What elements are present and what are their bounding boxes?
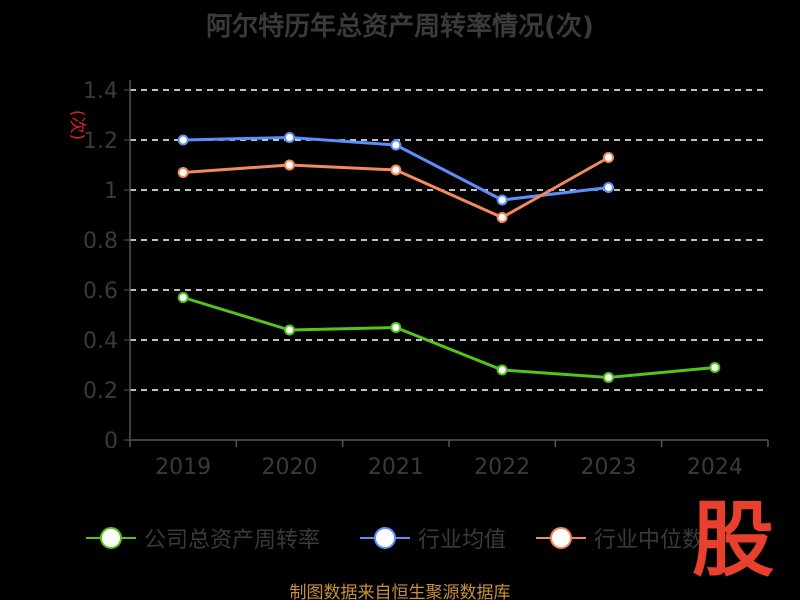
y-tick-label: 0.4 (83, 329, 118, 354)
data-point (390, 139, 402, 151)
data-point (177, 134, 189, 146)
x-tick-label: 2024 (687, 455, 743, 480)
legend-marker-industry-mean (360, 518, 410, 558)
legend-marker-industry-median (536, 518, 586, 558)
data-point (603, 372, 614, 383)
legend-label-company: 公司总资产周转率 (144, 528, 321, 553)
legend-item-industry-mean[interactable]: 行业均值 (360, 518, 506, 558)
x-tick-label: 2023 (581, 455, 637, 480)
legend: 公司总资产周转率 行业均值 行业中位数 (0, 518, 800, 558)
legend-marker-company (86, 518, 136, 558)
y-tick-label: 1 (104, 179, 118, 204)
x-tick-label: 2021 (368, 455, 424, 480)
watermark-logo: 股 (692, 493, 775, 588)
data-point (603, 182, 614, 193)
x-tick-label: 2022 (474, 455, 530, 480)
data-point (709, 362, 721, 373)
data-point (603, 152, 614, 163)
legend-item-company[interactable]: 公司总资产周转率 (86, 518, 320, 558)
legend-label-industry-mean: 行业均值 (418, 528, 507, 553)
y-tick-label: 1.4 (83, 79, 118, 104)
data-point (390, 164, 402, 176)
y-tick-label: 0.8 (83, 229, 118, 254)
data-point (496, 194, 508, 206)
y-tick-label: 0.2 (83, 379, 118, 404)
chart-title: 阿尔特历年总资产周转率情况(次) (206, 12, 594, 42)
data-point (177, 167, 189, 178)
legend-label-industry-median: 行业中位数 (594, 528, 705, 553)
data-point (496, 212, 508, 223)
data-point (284, 324, 295, 336)
x-tick-label: 2020 (262, 455, 318, 480)
y-tick-label: 0 (104, 429, 118, 454)
x-tick-label: 2019 (155, 455, 211, 480)
data-point (496, 364, 508, 376)
y-axis-label: (次) (67, 110, 87, 140)
y-tick-label: 0.6 (83, 279, 118, 304)
legend-item-industry-median[interactable]: 行业中位数 (536, 518, 704, 558)
data-point (284, 159, 295, 171)
series-line-0 (182, 296, 715, 379)
source-note: 制图数据来自恒生聚源数据库 (289, 583, 511, 600)
data-point (177, 292, 189, 303)
y-tick-label: 1.2 (83, 129, 118, 154)
data-point (284, 132, 295, 143)
data-point (390, 322, 402, 333)
